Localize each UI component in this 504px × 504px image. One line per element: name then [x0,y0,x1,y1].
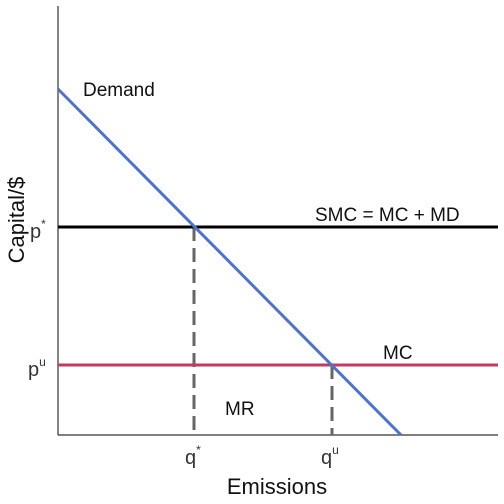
y-tick-p-star: p* [30,217,46,243]
y-tick-p-u-sup: u [39,355,46,369]
mc-label: MC [383,343,413,364]
y-tick-p-u: pu [28,355,46,381]
x-tick-q-u: qu [321,443,339,469]
x-tick-q-star: q* [185,443,201,469]
x-axis-title: Emissions [227,474,327,499]
smc-label: SMC = MC + MD [315,205,460,226]
y-tick-p-star-base: p [30,221,41,243]
x-tick-q-star-sup: * [196,443,201,457]
demand-line [56,87,403,437]
mr-label: MR [225,399,255,420]
y-tick-p-u-base: p [28,359,39,381]
y-tick-p-star-sup: * [41,217,46,231]
y-axis-title: Capital/$ [4,177,29,264]
x-tick-q-u-base: q [321,447,332,469]
demand-label: Demand [83,80,155,101]
x-tick-q-star-base: q [185,447,196,469]
x-tick-q-u-sup: u [332,443,339,457]
